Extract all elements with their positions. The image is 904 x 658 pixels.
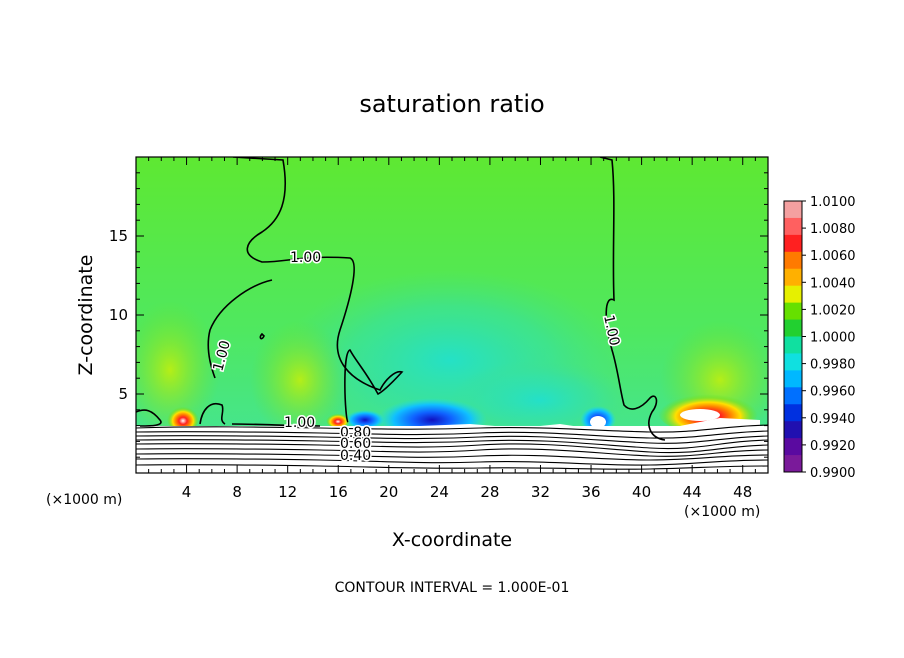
colorbar-label: 0.9980: [810, 358, 856, 373]
x-tick-label: 20: [379, 483, 398, 501]
white-cloud-2: [680, 409, 720, 421]
colorbar-swatch: [784, 404, 802, 422]
field-blue-minimum-3: [345, 410, 385, 430]
y-tick-label: 15: [109, 227, 128, 245]
y-axis: 5 10 15: [109, 172, 768, 458]
colorbar-swatch: [784, 438, 802, 456]
colorbar-label: 1.0100: [810, 195, 856, 210]
lower-region: [136, 426, 768, 473]
lower-contours: [136, 424, 768, 470]
colorbar-label: 1.0040: [810, 276, 856, 291]
colorbar-label: 0.9920: [810, 439, 856, 454]
colorbar-swatch: [784, 370, 802, 388]
colorbar-swatch: [784, 319, 802, 337]
y-tick-label: 10: [109, 306, 128, 324]
colorbar-label: 0.9940: [810, 412, 856, 427]
contour-label: 0.40: [340, 448, 371, 464]
colorbar-swatch: [784, 455, 802, 473]
colorbar-swatch: [784, 336, 802, 354]
colorbar: 1.0100 1.0080 1.0060 1.0040 1.0020 1.0000 0.99…: [783, 195, 856, 481]
colorbar-swatch: [784, 234, 802, 253]
x-unit-left: (×1000 m): [46, 492, 122, 508]
colorbar-swatch: [784, 421, 802, 439]
x-axis-title: X-coordinate: [392, 529, 512, 551]
field-hot-left: [167, 404, 199, 432]
x-tick-label: 8: [232, 483, 242, 501]
colorbar-label: 1.0020: [810, 303, 856, 318]
field-hot-mid: [326, 412, 350, 428]
x-tick-label: 36: [581, 483, 600, 501]
x-tick-label: 48: [733, 483, 752, 501]
x-unit-right: (×1000 m): [684, 504, 760, 520]
colorbar-label: 0.9900: [810, 466, 856, 481]
y-axis-title: Z-coordinate: [75, 255, 97, 376]
contour-label: 0.80: [340, 425, 371, 441]
colorbar-swatch: [784, 387, 802, 405]
x-tick-label: 4: [182, 483, 192, 501]
x-tick-label: 16: [329, 483, 348, 501]
colorbar-label: 0.9960: [810, 385, 856, 400]
field-warm-region-mid: [250, 320, 350, 440]
white-cloud-1: [590, 416, 606, 428]
colorbar-label: 1.0000: [810, 331, 856, 346]
field-warm-region-left: [136, 300, 220, 440]
contour-interval-note: CONTOUR INTERVAL = 1.000E-01: [335, 580, 570, 596]
contour-label: 1.00: [284, 415, 315, 431]
contour-1-00: [136, 157, 666, 441]
colorbar-swatch: [784, 302, 802, 321]
colorbar-swatch: [784, 251, 802, 270]
colorbar-swatch: [784, 217, 802, 236]
x-axis: 4 8 12 16 20 24 28 32 36 40 44 48: [148, 157, 756, 501]
colorbar-swatch: [784, 268, 802, 287]
colorbar-label: 1.0060: [810, 249, 856, 264]
x-tick-label: 12: [278, 483, 297, 501]
contour-label: 0.60: [340, 436, 371, 452]
y-tick-label: 5: [118, 385, 128, 403]
x-tick-label: 32: [531, 483, 550, 501]
colorbar-label: 1.0080: [810, 222, 856, 237]
colorbar-swatch: [784, 353, 802, 371]
x-tick-label: 40: [632, 483, 651, 501]
contour-label: 1.00: [290, 250, 321, 266]
chart-title: saturation ratio: [359, 90, 544, 118]
x-tick-label: 28: [480, 483, 499, 501]
x-tick-label: 24: [430, 483, 449, 501]
heatmap-field: [136, 157, 768, 473]
colorbar-swatch: [784, 285, 802, 304]
x-tick-label: 44: [683, 483, 702, 501]
colorbar-swatch: [784, 201, 802, 219]
